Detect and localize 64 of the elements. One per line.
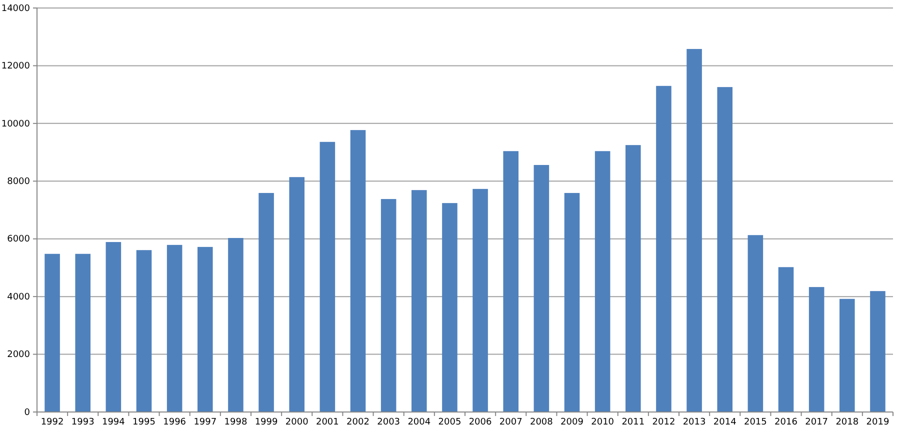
- y-tick-label: 4000: [7, 292, 30, 302]
- x-tick-label: 2006: [468, 417, 492, 428]
- bar: [472, 188, 488, 412]
- y-tick-label: 10000: [1, 119, 30, 130]
- y-tick-label: 6000: [7, 234, 30, 245]
- x-tick-label: 2011: [622, 417, 645, 428]
- bar: [198, 246, 213, 412]
- bar: [166, 244, 182, 412]
- y-tick-label: 8000: [7, 177, 30, 188]
- bar: [320, 142, 336, 412]
- x-tick-label: 2009: [560, 417, 584, 428]
- x-tick-label: 2014: [713, 417, 737, 428]
- bar: [717, 87, 732, 412]
- y-tick-label: 12000: [1, 62, 30, 72]
- y-tick-label: 2000: [7, 350, 30, 360]
- bar: [44, 254, 60, 412]
- x-tick-label: 1993: [71, 417, 94, 428]
- x-tick-label: 1997: [194, 417, 217, 428]
- bar: [564, 192, 580, 412]
- x-tick-label: 1995: [132, 417, 156, 428]
- x-tick-label: 2005: [438, 417, 462, 428]
- x-tick-label: 1994: [102, 417, 126, 428]
- x-tick-label: 1996: [163, 417, 186, 428]
- bar: [808, 287, 824, 412]
- y-tick-label: 0: [24, 408, 30, 418]
- bar: [228, 238, 244, 412]
- bar: [258, 192, 274, 412]
- bar: [380, 199, 396, 412]
- bar: [656, 86, 672, 412]
- x-tick-label: 2013: [682, 417, 706, 428]
- x-tick-label: 2010: [591, 417, 614, 428]
- bar: [289, 177, 304, 412]
- bar: [778, 267, 794, 412]
- bar: [75, 254, 90, 412]
- x-tick-label: 2016: [774, 417, 798, 428]
- x-tick-label: 2018: [836, 417, 859, 428]
- x-tick-label: 2003: [377, 417, 400, 428]
- x-tick-label: 1998: [224, 417, 248, 428]
- x-tick-label: 2019: [866, 417, 890, 428]
- x-tick-label: 2012: [652, 417, 676, 428]
- bar: [136, 250, 152, 412]
- x-tick-label: 2002: [346, 417, 370, 428]
- x-tick-label: 2017: [805, 417, 828, 428]
- bar: [503, 151, 518, 412]
- x-tick-label: 2007: [499, 417, 522, 428]
- x-tick-label: 1999: [254, 417, 278, 428]
- x-tick-label: 1992: [40, 417, 64, 428]
- bar: [442, 203, 458, 412]
- y-tick-label: 14000: [1, 4, 30, 14]
- x-tick-label: 2001: [316, 417, 339, 428]
- x-tick-label: 2008: [530, 417, 554, 428]
- bar: [106, 242, 122, 412]
- bar: [840, 298, 855, 412]
- bar: [350, 130, 366, 412]
- bar: [534, 164, 550, 412]
- bar: [412, 190, 427, 412]
- bar: [626, 145, 641, 412]
- x-tick-label: 2000: [285, 417, 309, 428]
- bar: [870, 291, 886, 412]
- x-tick-label: 2004: [408, 417, 431, 428]
- bar: [594, 151, 610, 412]
- bar: [748, 235, 764, 412]
- bar: [686, 48, 702, 412]
- x-tick-label: 2015: [744, 417, 767, 428]
